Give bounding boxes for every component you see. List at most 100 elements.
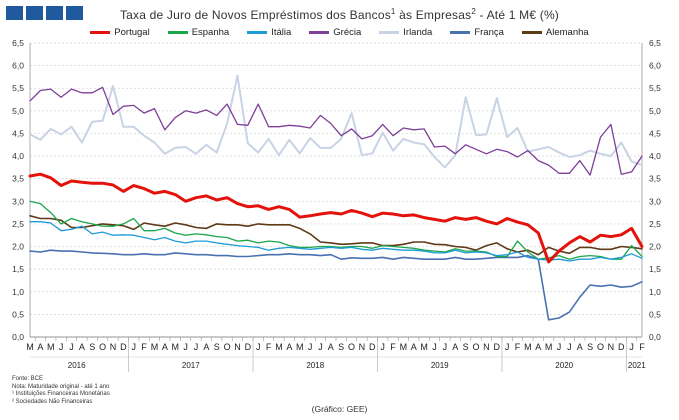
legend-swatch	[167, 31, 188, 34]
x-month-label: F	[266, 342, 272, 352]
x-month-label: S	[338, 342, 344, 352]
chart-notes: Fonte: BCE Nota: Maturidade original - a…	[12, 376, 110, 406]
x-month-label: M	[400, 342, 408, 352]
y-tick-label-left: 5,5	[12, 83, 24, 93]
footnote-1: ¹ Instituições Financeiras Monetárias	[12, 391, 110, 397]
x-month-label: A	[79, 342, 85, 352]
maturity-note: Nota: Maturidade original - até 1 ano	[12, 383, 110, 390]
legend-label: Alemanha	[545, 27, 589, 38]
legend-item: Itália	[247, 27, 291, 38]
x-year-label: 2019	[431, 361, 449, 370]
series-line-irlanda	[29, 74, 643, 169]
x-month-label: A	[37, 342, 43, 352]
y-tick-label-right: 1,0	[649, 287, 661, 297]
x-month-label: J	[432, 342, 437, 352]
y-tick-label-left: 6,0	[12, 61, 24, 71]
x-month-label: M	[26, 342, 34, 352]
legend-swatch	[309, 31, 330, 34]
legend-swatch	[450, 31, 471, 34]
x-year-label: 2016	[68, 361, 86, 370]
x-month-label: N	[110, 342, 117, 352]
y-tick-label-right: 0,0	[649, 332, 661, 342]
x-year-label: 2021	[628, 361, 646, 370]
y-tick-label-right: 5,5	[649, 83, 661, 93]
x-year-label: 2017	[182, 361, 200, 370]
x-month-label: M	[275, 342, 283, 352]
gee-logo	[6, 6, 83, 20]
series-line-espanha	[29, 200, 643, 260]
x-month-label: J	[443, 342, 448, 352]
x-month-label: O	[597, 342, 604, 352]
x-month-label: D	[618, 342, 625, 352]
y-tick-label-right: 4,5	[649, 128, 661, 138]
x-month-label: A	[535, 342, 541, 352]
legend-item: Grécia	[309, 27, 361, 38]
legend-item: Portugal	[90, 27, 150, 38]
legend-label: Espanha	[191, 27, 230, 38]
x-month-label: F	[639, 342, 645, 352]
x-month-label: F	[515, 342, 521, 352]
y-tick-label-left: 6,5	[12, 38, 24, 48]
x-month-label: S	[587, 342, 593, 352]
x-month-label: J	[131, 342, 136, 352]
x-month-label: S	[463, 342, 469, 352]
source-note: Fonte: BCE	[12, 376, 44, 382]
y-tick-label-right: 6,0	[649, 61, 661, 71]
x-month-label: N	[234, 342, 241, 352]
x-month-label: N	[483, 342, 490, 352]
x-month-label: O	[224, 342, 231, 352]
x-month-label: A	[328, 342, 334, 352]
legend-swatch	[379, 31, 400, 34]
y-tick-label-right: 1,5	[649, 264, 661, 274]
legend-item: Irlanda	[379, 27, 432, 38]
x-month-label: S	[214, 342, 220, 352]
footnote-2: ² Sociedades Não Financeiras	[12, 398, 93, 405]
y-tick-label-left: 0,5	[12, 309, 24, 319]
x-month-label: J	[308, 342, 313, 352]
chart-legend: Portugal Espanha Itália Grécia Irlanda França…	[0, 27, 679, 38]
x-month-label: A	[452, 342, 458, 352]
legend-item: Espanha	[167, 27, 230, 38]
y-tick-label-left: 4,0	[12, 151, 24, 161]
x-month-label: F	[141, 342, 147, 352]
chart-title: Taxa de Juro de Novos Empréstimos dos Ba…	[119, 7, 560, 22]
y-tick-label-left: 3,0	[12, 196, 24, 206]
x-month-label: M	[47, 342, 55, 352]
x-month-label: A	[577, 342, 583, 352]
x-month-label: M	[524, 342, 532, 352]
x-month-label: J	[194, 342, 199, 352]
y-tick-label-right: 2,0	[649, 242, 661, 252]
legend-swatch	[90, 31, 111, 34]
legend-label: Grécia	[333, 27, 362, 38]
y-tick-label-right: 0,5	[649, 309, 661, 319]
x-month-label: F	[390, 342, 396, 352]
x-month-label: A	[411, 342, 417, 352]
x-month-label: J	[256, 342, 261, 352]
series-line-alemanha	[29, 215, 643, 256]
x-month-label: A	[286, 342, 292, 352]
y-tick-label-left: 4,5	[12, 128, 24, 138]
x-month-label: O	[99, 342, 106, 352]
x-month-label: D	[494, 342, 501, 352]
x-month-label: J	[69, 342, 74, 352]
y-tick-label-right: 3,0	[649, 196, 661, 206]
series-line-frança	[29, 249, 643, 321]
x-month-label: J	[505, 342, 510, 352]
legend-item: Alemanha	[521, 27, 589, 38]
x-year-label: 2020	[555, 361, 573, 370]
x-year-label: 2018	[306, 361, 324, 370]
x-month-label: J	[567, 342, 572, 352]
x-month-label: D	[245, 342, 252, 352]
legend-item: França	[450, 27, 504, 38]
legend-swatch	[521, 31, 542, 34]
x-month-label: D	[369, 342, 376, 352]
legend-label: Itália	[271, 27, 292, 38]
y-tick-label-right: 5,0	[649, 106, 661, 116]
y-tick-label-left: 5,0	[12, 106, 24, 116]
x-month-label: J	[629, 342, 634, 352]
y-tick-label-left: 2,0	[12, 242, 24, 252]
y-tick-label-right: 6,5	[649, 38, 661, 48]
x-month-label: M	[151, 342, 159, 352]
chart-credit: (Gráfico: GEE)	[311, 404, 368, 414]
